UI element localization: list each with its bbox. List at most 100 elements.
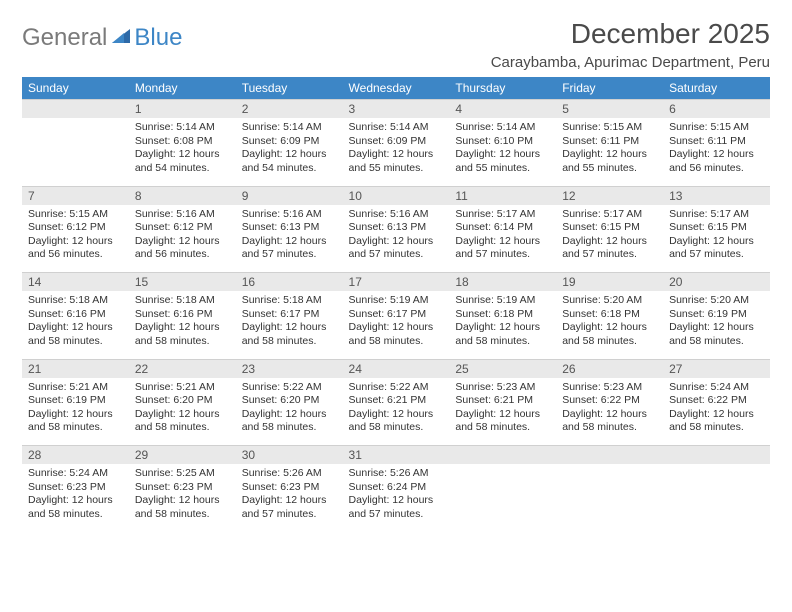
day-data-cell: Sunrise: 5:14 AMSunset: 6:09 PMDaylight:…	[236, 118, 343, 186]
calendar-table: Sunday Monday Tuesday Wednesday Thursday…	[22, 77, 770, 532]
daylight-text: and 55 minutes.	[349, 162, 444, 176]
day-data-cell: Sunrise: 5:17 AMSunset: 6:15 PMDaylight:…	[556, 205, 663, 273]
day-number-cell: 18	[449, 273, 556, 292]
day-data-row: Sunrise: 5:15 AMSunset: 6:12 PMDaylight:…	[22, 205, 770, 273]
daylight-text: and 57 minutes.	[455, 248, 550, 262]
sunset-text: Sunset: 6:20 PM	[242, 394, 337, 408]
day-number-cell: 30	[236, 446, 343, 465]
day-number-cell: 12	[556, 186, 663, 205]
day-number-row: 21222324252627	[22, 359, 770, 378]
day-data-cell: Sunrise: 5:16 AMSunset: 6:12 PMDaylight:…	[129, 205, 236, 273]
day-number-row: 78910111213	[22, 186, 770, 205]
day-number-cell: 20	[663, 273, 770, 292]
day-number-row: 28293031	[22, 446, 770, 465]
day-data-cell: Sunrise: 5:20 AMSunset: 6:18 PMDaylight:…	[556, 291, 663, 359]
daylight-text: and 58 minutes.	[455, 335, 550, 349]
sunset-text: Sunset: 6:15 PM	[669, 221, 764, 235]
daylight-text: Daylight: 12 hours	[242, 494, 337, 508]
day-number-cell: 13	[663, 186, 770, 205]
day-header: Monday	[129, 77, 236, 100]
day-number-cell: 6	[663, 100, 770, 119]
daylight-text: Daylight: 12 hours	[135, 235, 230, 249]
daylight-text: Daylight: 12 hours	[28, 321, 123, 335]
day-data-cell: Sunrise: 5:23 AMSunset: 6:22 PMDaylight:…	[556, 378, 663, 446]
day-number-row: 14151617181920	[22, 273, 770, 292]
daylight-text: and 58 minutes.	[455, 421, 550, 435]
sunrise-text: Sunrise: 5:16 AM	[349, 208, 444, 222]
daylight-text: Daylight: 12 hours	[562, 408, 657, 422]
daylight-text: Daylight: 12 hours	[562, 148, 657, 162]
sunrise-text: Sunrise: 5:23 AM	[562, 381, 657, 395]
daylight-text: Daylight: 12 hours	[455, 148, 550, 162]
day-header: Wednesday	[343, 77, 450, 100]
day-data-cell: Sunrise: 5:26 AMSunset: 6:24 PMDaylight:…	[343, 464, 450, 532]
day-number-cell: 1	[129, 100, 236, 119]
day-data-cell: Sunrise: 5:24 AMSunset: 6:23 PMDaylight:…	[22, 464, 129, 532]
sunset-text: Sunset: 6:23 PM	[28, 481, 123, 495]
daylight-text: and 56 minutes.	[135, 248, 230, 262]
day-data-cell: Sunrise: 5:20 AMSunset: 6:19 PMDaylight:…	[663, 291, 770, 359]
header: General Blue December 2025 Caraybamba, A…	[22, 18, 770, 71]
day-data-cell: Sunrise: 5:24 AMSunset: 6:22 PMDaylight:…	[663, 378, 770, 446]
daylight-text: Daylight: 12 hours	[349, 494, 444, 508]
day-number-cell: 23	[236, 359, 343, 378]
day-header: Sunday	[22, 77, 129, 100]
daylight-text: Daylight: 12 hours	[669, 235, 764, 249]
daylight-text: Daylight: 12 hours	[349, 148, 444, 162]
day-data-cell: Sunrise: 5:18 AMSunset: 6:16 PMDaylight:…	[22, 291, 129, 359]
day-number-cell: 7	[22, 186, 129, 205]
sunrise-text: Sunrise: 5:24 AM	[28, 467, 123, 481]
day-data-cell: Sunrise: 5:18 AMSunset: 6:17 PMDaylight:…	[236, 291, 343, 359]
sunrise-text: Sunrise: 5:16 AM	[242, 208, 337, 222]
day-data-cell: Sunrise: 5:23 AMSunset: 6:21 PMDaylight:…	[449, 378, 556, 446]
day-data-cell: Sunrise: 5:17 AMSunset: 6:15 PMDaylight:…	[663, 205, 770, 273]
sunrise-text: Sunrise: 5:14 AM	[349, 121, 444, 135]
daylight-text: Daylight: 12 hours	[669, 408, 764, 422]
daylight-text: Daylight: 12 hours	[135, 408, 230, 422]
daylight-text: Daylight: 12 hours	[135, 148, 230, 162]
sunset-text: Sunset: 6:21 PM	[455, 394, 550, 408]
sunset-text: Sunset: 6:20 PM	[135, 394, 230, 408]
day-data-cell: Sunrise: 5:25 AMSunset: 6:23 PMDaylight:…	[129, 464, 236, 532]
daylight-text: and 58 minutes.	[135, 335, 230, 349]
daylight-text: and 54 minutes.	[242, 162, 337, 176]
sunrise-text: Sunrise: 5:25 AM	[135, 467, 230, 481]
day-data-cell	[449, 464, 556, 532]
day-number-cell: 28	[22, 446, 129, 465]
day-data-cell: Sunrise: 5:15 AMSunset: 6:11 PMDaylight:…	[556, 118, 663, 186]
day-data-row: Sunrise: 5:14 AMSunset: 6:08 PMDaylight:…	[22, 118, 770, 186]
sunset-text: Sunset: 6:09 PM	[242, 135, 337, 149]
day-data-cell: Sunrise: 5:19 AMSunset: 6:18 PMDaylight:…	[449, 291, 556, 359]
daylight-text: and 56 minutes.	[28, 248, 123, 262]
day-data-cell: Sunrise: 5:16 AMSunset: 6:13 PMDaylight:…	[236, 205, 343, 273]
sunrise-text: Sunrise: 5:14 AM	[242, 121, 337, 135]
sunset-text: Sunset: 6:23 PM	[135, 481, 230, 495]
daylight-text: Daylight: 12 hours	[669, 321, 764, 335]
daylight-text: and 57 minutes.	[669, 248, 764, 262]
sunrise-text: Sunrise: 5:22 AM	[349, 381, 444, 395]
daylight-text: and 58 minutes.	[669, 335, 764, 349]
daylight-text: Daylight: 12 hours	[242, 235, 337, 249]
day-number-cell: 31	[343, 446, 450, 465]
sunrise-text: Sunrise: 5:20 AM	[669, 294, 764, 308]
sunrise-text: Sunrise: 5:18 AM	[135, 294, 230, 308]
day-data-cell: Sunrise: 5:15 AMSunset: 6:11 PMDaylight:…	[663, 118, 770, 186]
daylight-text: Daylight: 12 hours	[562, 235, 657, 249]
sunrise-text: Sunrise: 5:26 AM	[349, 467, 444, 481]
daylight-text: and 57 minutes.	[349, 508, 444, 522]
day-number-cell: 14	[22, 273, 129, 292]
sunrise-text: Sunrise: 5:14 AM	[455, 121, 550, 135]
sunset-text: Sunset: 6:19 PM	[669, 308, 764, 322]
sunrise-text: Sunrise: 5:22 AM	[242, 381, 337, 395]
day-data-cell: Sunrise: 5:18 AMSunset: 6:16 PMDaylight:…	[129, 291, 236, 359]
daylight-text: and 55 minutes.	[455, 162, 550, 176]
day-number-cell: 26	[556, 359, 663, 378]
day-data-cell: Sunrise: 5:26 AMSunset: 6:23 PMDaylight:…	[236, 464, 343, 532]
day-number-cell: 2	[236, 100, 343, 119]
sunset-text: Sunset: 6:24 PM	[349, 481, 444, 495]
daylight-text: Daylight: 12 hours	[28, 494, 123, 508]
sunset-text: Sunset: 6:08 PM	[135, 135, 230, 149]
day-number-cell: 15	[129, 273, 236, 292]
day-number-cell: 19	[556, 273, 663, 292]
daylight-text: Daylight: 12 hours	[242, 148, 337, 162]
